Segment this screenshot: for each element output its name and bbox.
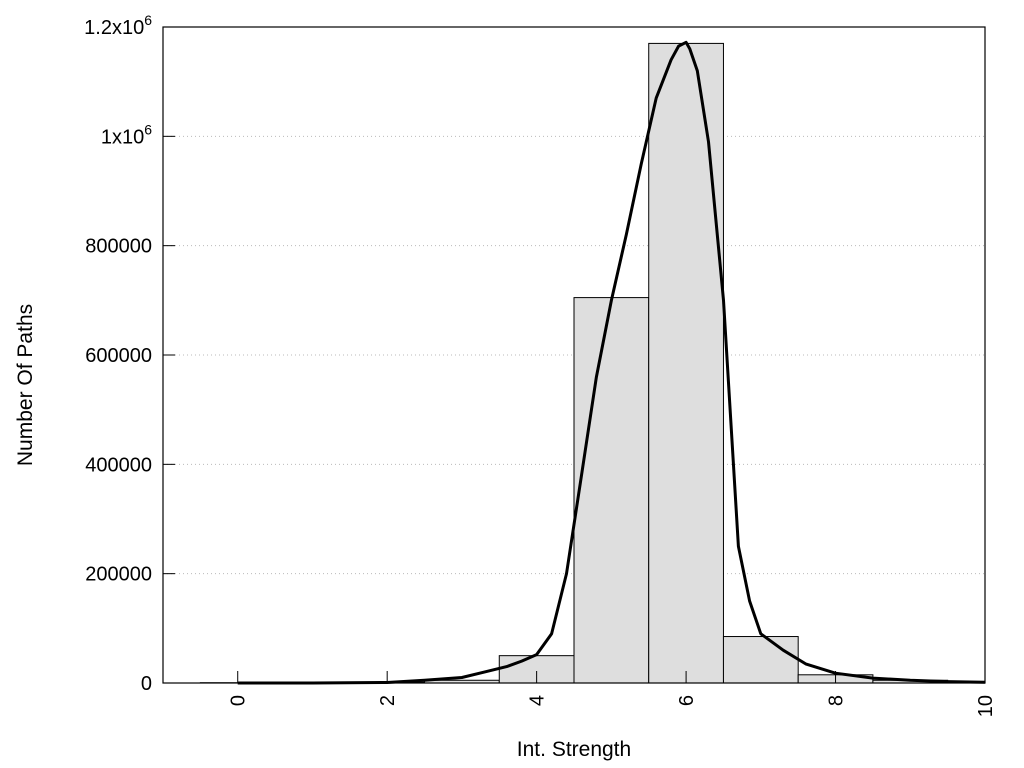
x-tick-label-10: 10 [975, 695, 997, 717]
bar-7 [722, 636, 799, 684]
x-tick-label-0: 0 [228, 695, 250, 706]
x-axis-ticks: 0 2 4 6 8 10 [228, 671, 997, 717]
y-tick-label-2: 400000 [85, 454, 152, 476]
y-tick-label-5: 1x106 [101, 121, 152, 148]
y-axis-title: Number Of Paths [14, 304, 37, 466]
y-tick-label-1: 200000 [85, 564, 152, 586]
bar-6 [648, 42, 724, 684]
y-tick-label-6: 1.2x106 [84, 12, 152, 39]
y-axis-ticks: 0 200000 400000 600000 800000 1x106 1.2x106 [84, 12, 175, 695]
fit-curve [237, 40, 986, 685]
fit-curve-line [237, 40, 986, 685]
x-tick-label-6: 6 [676, 695, 698, 706]
y-tick-label-3: 600000 [85, 345, 152, 367]
x-tick-label-2: 2 [377, 695, 399, 706]
x-tick-label-4: 4 [527, 695, 549, 706]
x-axis-title: Int. Strength [517, 738, 631, 761]
y-tick-label-0: 0 [141, 673, 152, 695]
y-tick-label-4: 800000 [85, 236, 152, 258]
bar-5 [573, 297, 650, 684]
x-tick-label-8: 8 [826, 695, 848, 706]
histogram-bars [199, 42, 986, 684]
grid-lines [163, 135, 985, 575]
